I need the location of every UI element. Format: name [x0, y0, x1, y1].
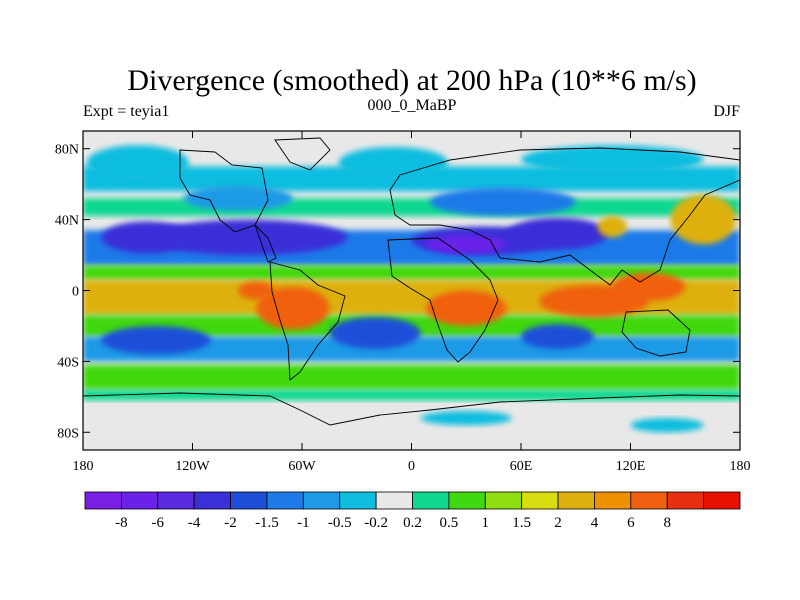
- colorbar: -8 -6 -4 -2 -1.5 -1 -0.5 -0.2 0.2 0.5 1 1.5 2 4 6 8: [84, 491, 741, 531]
- colorbar-swatch: [412, 491, 450, 510]
- colorbar-swatch: [120, 491, 159, 510]
- colorbar-label: 1.5: [512, 515, 531, 531]
- colorbar-swatch: [339, 491, 377, 510]
- plot-area: [82, 130, 741, 451]
- colorbar-label: -8: [115, 515, 128, 531]
- field-blob-central-america-divergence: [238, 281, 275, 300]
- outline-greenland: [274, 137, 331, 171]
- field-blob-south-indian-convergence: [521, 324, 594, 349]
- period-label: 000_0_MaBP: [368, 97, 457, 114]
- colorbar-label: -6: [152, 515, 165, 531]
- outline-south-america: [269, 261, 346, 381]
- field-zonal-band-north-12: [83, 265, 740, 280]
- field-blob-maritime-continent: [612, 272, 686, 302]
- colorbar-label: -1: [297, 515, 310, 531]
- x-tick-label: 60E: [510, 459, 533, 474]
- colorbar-swatch: [448, 491, 486, 510]
- colorbar-label: 4: [591, 515, 599, 531]
- field-blob-south-atlantic-convergence: [329, 317, 421, 349]
- field-zonal-band-north-45: [83, 198, 740, 217]
- x-tick-label: 60W: [288, 459, 316, 474]
- colorbar-swatch: [484, 491, 523, 510]
- field-blob-tibet-divergence: [597, 216, 627, 238]
- y-tick-label: 80S: [57, 426, 79, 441]
- colorbar-label: -4: [188, 515, 201, 531]
- colorbar-label: 8: [663, 515, 671, 531]
- field-blob-arctic-pacific: [86, 145, 189, 181]
- colorbar-label: -1.5: [255, 515, 279, 531]
- x-tick-label: 180: [73, 459, 94, 474]
- field-blob-eurasia-north-convergence: [429, 187, 576, 217]
- field-blob-antarctic-east-edge: [630, 418, 704, 433]
- field-blob-asia-jet-east: [506, 217, 609, 250]
- colorbar-label: -0.5: [328, 515, 352, 531]
- y-tick-label: 40N: [55, 214, 79, 229]
- outline-north-america: [179, 149, 277, 263]
- field-blob-south-pacific-convergence: [101, 325, 211, 355]
- field-blob-north-america-jet: [146, 219, 348, 256]
- outline-africa: [387, 237, 499, 363]
- divergence-field: [83, 145, 740, 433]
- colorbar-swatch: [230, 491, 268, 510]
- y-tick-label: 40S: [57, 355, 79, 370]
- experiment-label: Expt = teyia1: [83, 103, 169, 120]
- colorbar-label: 6: [627, 515, 635, 531]
- colorbar-label: 1: [482, 515, 490, 531]
- colorbar-swatch: [557, 491, 595, 510]
- x-tick-label: 120E: [616, 459, 646, 474]
- field-blob-south-america-divergence: [256, 286, 330, 330]
- colorbar-swatch: [594, 491, 632, 510]
- field-blob-north-pacific-west: [670, 194, 737, 245]
- field-blob-africa-divergence: [426, 290, 507, 326]
- colorbar-swatch: [84, 491, 122, 510]
- colorbar-label: 0.2: [403, 515, 422, 531]
- colorbar-swatch: [630, 491, 668, 510]
- y-axis: 80N 40N 0 40S 80S: [55, 143, 740, 441]
- x-tick-label: 0: [408, 459, 415, 474]
- chart-title: Divergence (smoothed) at 200 hPa (10**6 …: [127, 64, 696, 97]
- field-blob-arctic-atlantic: [338, 146, 448, 179]
- field-blob-asia-jet-core: [426, 235, 507, 254]
- colorbar-swatch: [375, 491, 413, 510]
- field-zonal-band-south-60: [83, 389, 740, 401]
- outline-antarctica: [83, 392, 740, 426]
- colorbar-swatch: [266, 491, 304, 510]
- colorbar-swatch: [193, 491, 231, 510]
- colorbar-swatch: [703, 491, 741, 510]
- field-blob-north-america-north: [183, 185, 293, 211]
- colorbar-label: 2: [554, 515, 562, 531]
- colorbar-swatch: [157, 491, 195, 510]
- x-tick-label: 180: [730, 459, 751, 474]
- continent-outlines: [83, 137, 740, 426]
- outline-australia: [621, 309, 691, 357]
- x-tick-label: 120W: [175, 459, 210, 474]
- x-axis: 180 120W 60W 0 60E 120E 180: [73, 131, 751, 474]
- field-blob-north-pacific-east: [101, 221, 193, 254]
- colorbar-label: -2: [224, 515, 237, 531]
- colorbar-swatch: [666, 491, 705, 510]
- colorbar-label: 0.5: [440, 515, 459, 531]
- season-label: DJF: [713, 103, 740, 120]
- outline-eurasia: [389, 147, 740, 286]
- colorbar-swatch: [521, 491, 559, 510]
- colorbar-label: -0.2: [364, 515, 388, 531]
- field-zonal-band-south-45: [83, 364, 740, 390]
- field-blob-arctic-siberia: [521, 145, 704, 174]
- y-tick-label: 0: [72, 285, 79, 300]
- colorbar-swatch: [302, 491, 341, 510]
- field-blob-antarctic-north-edge: [420, 411, 512, 426]
- y-tick-label: 80N: [55, 143, 79, 158]
